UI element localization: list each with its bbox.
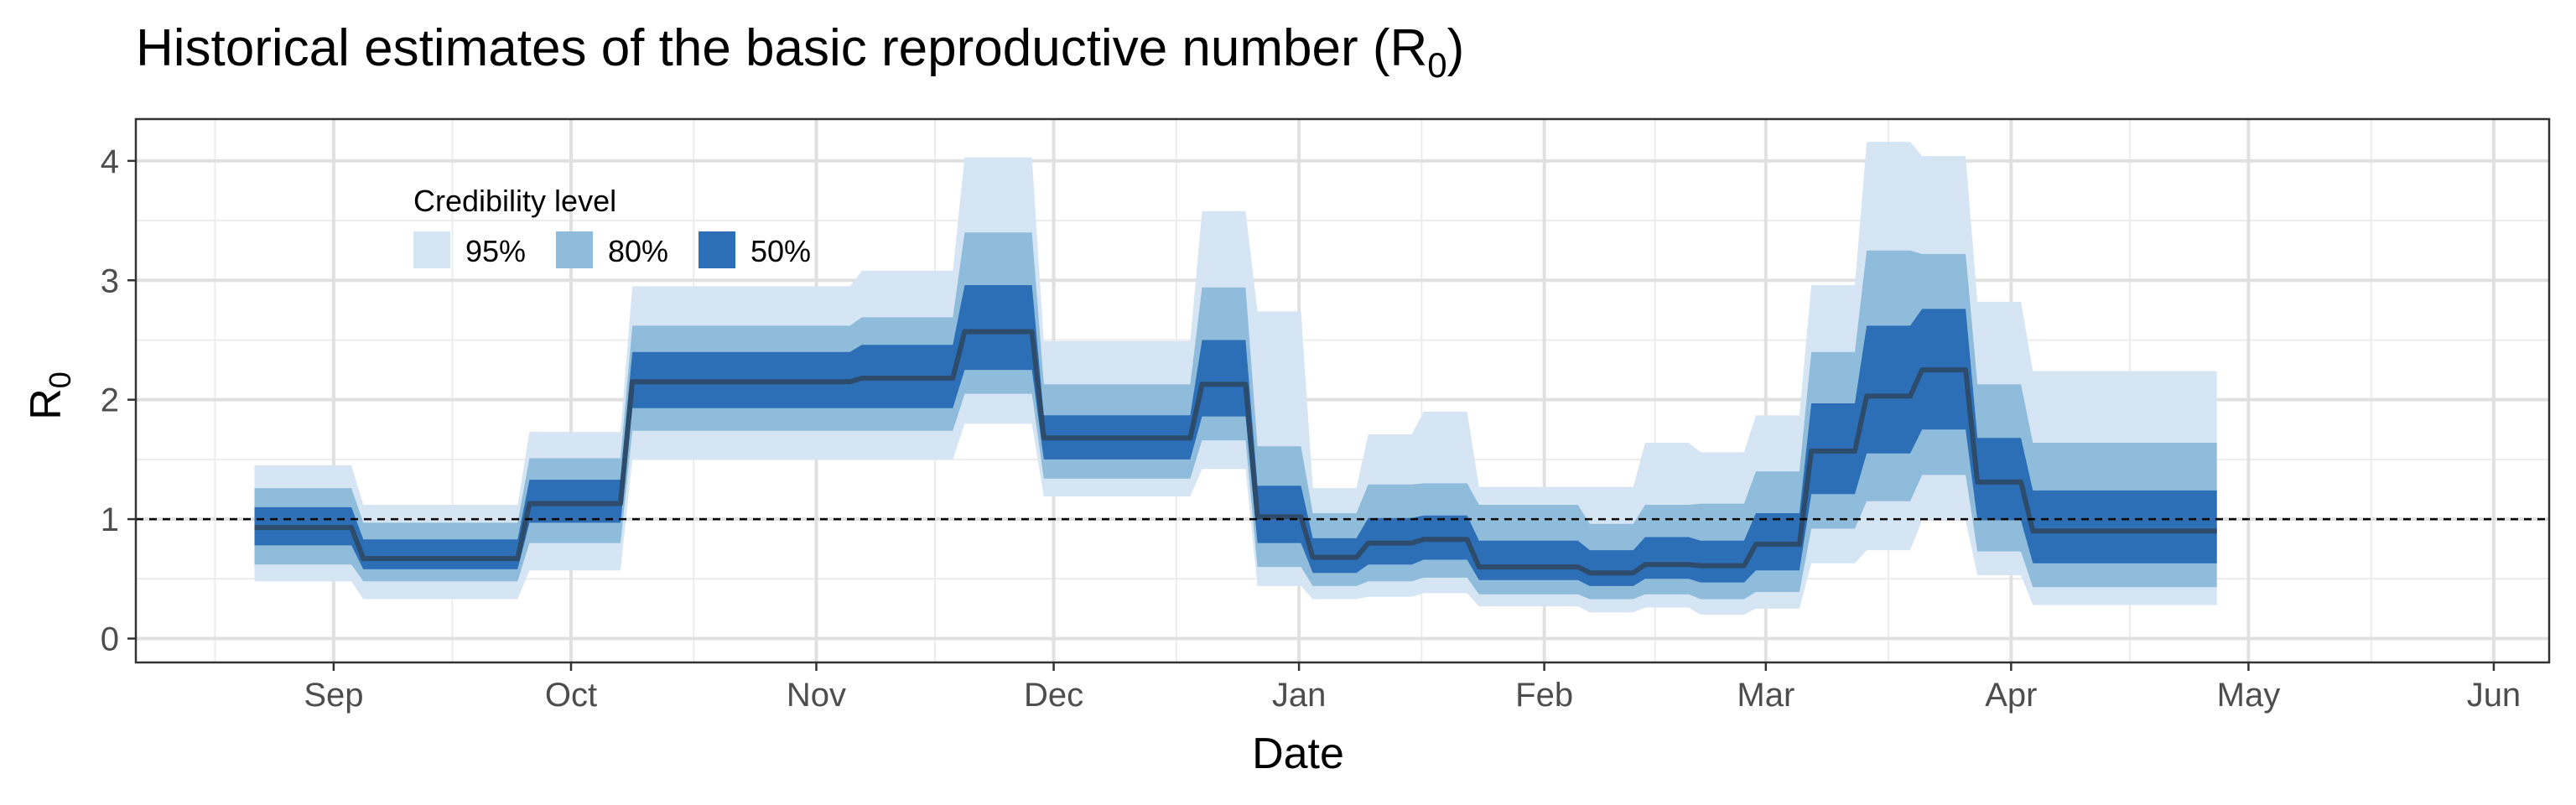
x-axis-label: Date: [1252, 730, 1344, 778]
chart-title: Historical estimates of the basic reprod…: [136, 19, 1464, 85]
legend-label: 80%: [608, 234, 668, 268]
y-axis-label: R0: [22, 371, 77, 420]
chart-title-subscript: 0: [1427, 45, 1446, 85]
chart-title-close: ): [1447, 19, 1465, 77]
plot-border: [134, 117, 2551, 664]
x-tick-label: May: [2217, 677, 2281, 714]
y-tick-label: 3: [101, 262, 119, 299]
legend-label: 50%: [750, 234, 811, 268]
legend-title: Credibility level: [413, 184, 616, 218]
x-tick-label: Dec: [1024, 677, 1083, 714]
x-tick-label: Sep: [304, 677, 363, 714]
x-tick-label: Jan: [1272, 677, 1327, 714]
x-tick-label: Jun: [2467, 677, 2521, 714]
y-tick-label: 1: [101, 501, 119, 538]
y-axis-label-subscript: 0: [43, 371, 77, 388]
chart-title-main: Historical estimates of the basic reprod…: [136, 19, 1427, 77]
median-line: [254, 329, 2217, 576]
plot-area: Sep Oct Nov Dec Jan Feb Mar Apr May Jun 0 1 2 3 4: [101, 117, 2551, 714]
legend: Credibility level 95% 80% 50%: [413, 184, 811, 268]
x-tick-label: Feb: [1515, 677, 1573, 714]
y-tick-label: 4: [101, 143, 119, 180]
y-axis-label-main: R: [22, 388, 70, 420]
legend-label: 95%: [465, 234, 526, 268]
legend-key: [413, 231, 450, 268]
x-tick-label: Oct: [545, 677, 597, 714]
y-tick-label: 2: [101, 382, 119, 419]
legend-key: [699, 231, 735, 268]
legend-key: [556, 231, 593, 268]
x-tick-label: Nov: [787, 677, 846, 714]
band-50: [254, 285, 2217, 586]
x-tick-label: Apr: [1985, 677, 2037, 714]
y-tick-label: 0: [101, 621, 119, 658]
x-tick-label: Mar: [1737, 677, 1794, 714]
